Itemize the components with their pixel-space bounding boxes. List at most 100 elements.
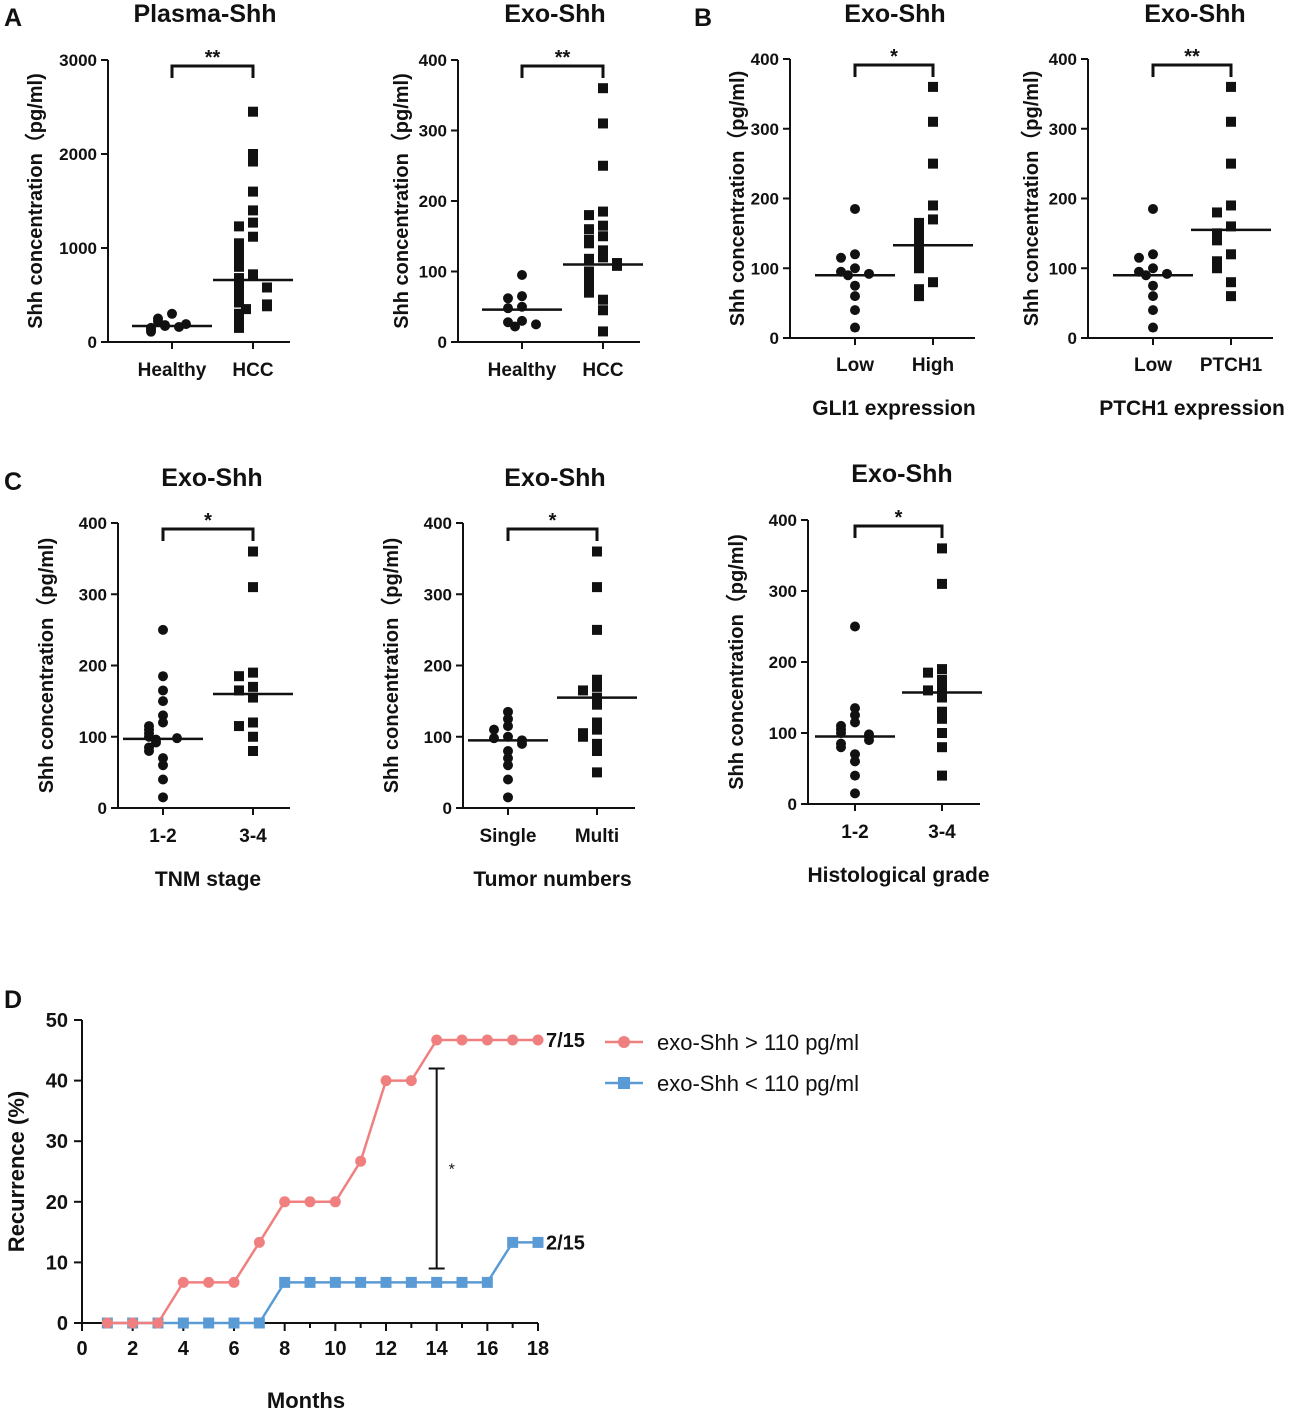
data-point-circle: [517, 291, 527, 302]
data-point-circle: [158, 624, 168, 635]
y-tick-label: 200: [79, 657, 107, 676]
legend-label: exo-Shh > 110 pg/ml: [657, 1030, 859, 1055]
data-point-square: [248, 582, 258, 593]
series-point-square: [481, 1276, 493, 1288]
data-point-square: [262, 282, 272, 293]
data-point-square: [914, 263, 924, 274]
data-point-circle: [144, 746, 154, 756]
data-point-square: [592, 624, 602, 635]
data-point-square: [248, 269, 258, 280]
data-point-circle: [158, 792, 168, 803]
series-point-circle: [380, 1075, 392, 1087]
data-point-square: [248, 731, 258, 742]
data-point-square: [248, 186, 258, 197]
data-point-circle: [864, 268, 874, 279]
data-point-circle: [158, 760, 168, 771]
x-category-label: 3-4: [928, 822, 956, 843]
data-point-circle: [503, 713, 513, 724]
series-point-square: [405, 1276, 417, 1288]
y-tick-label: 0: [98, 799, 107, 818]
data-point-square: [598, 231, 608, 242]
data-point-square: [923, 667, 933, 678]
data-point-square: [937, 713, 947, 724]
data-point-square: [234, 685, 244, 696]
y-tick-label: 300: [419, 122, 447, 141]
chart-c1: Exo-Shh Shh concentration（pg/ml) 0 100 200 30…: [35, 464, 293, 891]
data-point-square: [1226, 200, 1236, 211]
series-point-square: [304, 1276, 316, 1288]
series-point-square: [355, 1276, 367, 1288]
data-point-circle: [503, 792, 513, 803]
data-point-square: [592, 582, 602, 593]
x-category-label: High: [912, 355, 954, 376]
series-line: [107, 1241, 538, 1325]
y-axis-title: Recurrence (%): [4, 1091, 29, 1252]
significance-label: **: [205, 47, 221, 69]
significance-label: *: [890, 46, 898, 68]
x-tick-label: 0: [76, 1338, 87, 1360]
data-point-circle: [489, 733, 499, 744]
data-point-square: [937, 742, 947, 753]
chart-title: Exo-Shh: [1144, 0, 1245, 28]
x-axis-title: PTCH1 expression: [1099, 397, 1285, 420]
x-category-label: 1-2: [841, 822, 868, 843]
series-end-label: 7/15: [546, 1030, 585, 1052]
x-category-label: Healthy: [138, 360, 207, 381]
y-tick-label: 200: [769, 653, 797, 672]
data-point-square: [1226, 249, 1236, 260]
data-point-square: [578, 685, 588, 696]
data-point-square: [914, 242, 924, 253]
data-point-square: [937, 543, 947, 554]
data-point-square: [584, 253, 594, 264]
y-axis-label: Shh concentration（pg/ml): [24, 73, 47, 329]
y-axis-label: Shh concentration（pg/ml): [35, 538, 58, 794]
data-point-circle: [158, 774, 168, 785]
series-point-circle: [481, 1034, 493, 1046]
series-point-circle: [177, 1276, 189, 1288]
data-point-square: [248, 692, 258, 703]
data-point-square: [914, 217, 924, 228]
series-point-circle: [405, 1075, 417, 1087]
y-tick-label: 0: [788, 795, 797, 814]
data-point-square: [937, 578, 947, 589]
data-point-circle: [503, 706, 513, 717]
chart-title: Exo-Shh: [844, 0, 945, 28]
data-point-circle: [850, 788, 860, 799]
series-end-label: 2/15: [546, 1232, 585, 1254]
y-tick-label: 0: [1068, 329, 1077, 348]
y-axis-label: Shh concentration（pg/ml): [390, 73, 413, 329]
series-point-circle: [431, 1034, 443, 1046]
data-point-square: [1226, 116, 1236, 127]
data-point-square: [937, 674, 947, 685]
y-tick-label: 200: [1049, 190, 1077, 209]
data-point-square: [1226, 221, 1236, 232]
y-tick-label: 300: [769, 582, 797, 601]
series-point-circle: [279, 1196, 291, 1208]
data-point-square: [1226, 277, 1236, 288]
y-tick-label: 20: [46, 1192, 68, 1214]
series-point-square: [279, 1276, 291, 1288]
data-point-square: [928, 277, 938, 288]
data-point-square: [914, 224, 924, 235]
y-tick-label: 10: [46, 1252, 68, 1274]
data-point-square: [598, 160, 608, 171]
x-category-label: Low: [1134, 355, 1172, 376]
chart-a2: Exo-Shh Shh concentration（pg/ml) 0 100 200 30…: [390, 0, 643, 381]
significance-label: *: [895, 507, 903, 529]
data-point-square: [592, 738, 602, 749]
series-point-circle: [203, 1276, 215, 1288]
y-tick-label: 100: [769, 724, 797, 743]
data-point-circle: [158, 685, 168, 696]
panel-label-d: D: [4, 986, 22, 1014]
data-point-circle: [158, 671, 168, 682]
x-tick-label: 16: [476, 1338, 498, 1360]
data-point-square: [584, 238, 594, 249]
data-point-circle: [850, 756, 860, 767]
series-point-square: [532, 1236, 544, 1248]
y-tick-label: 200: [751, 190, 779, 209]
data-point-square: [598, 245, 608, 256]
data-point-circle: [167, 308, 177, 319]
data-point-square: [234, 297, 244, 308]
legend-label: exo-Shh < 110 pg/ml: [657, 1071, 859, 1096]
data-point-square: [592, 717, 602, 728]
